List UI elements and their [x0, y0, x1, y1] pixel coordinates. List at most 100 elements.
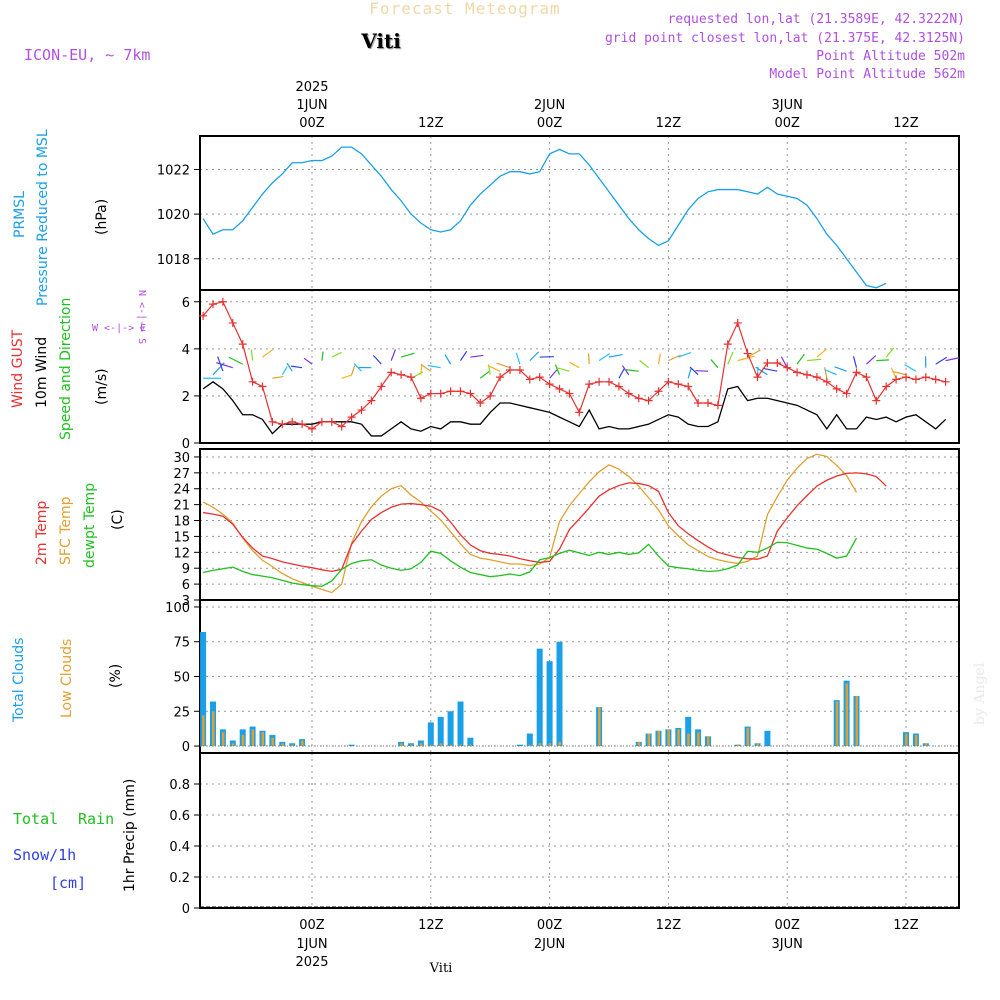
gust-marker [397, 370, 406, 379]
wind-arrow [885, 347, 895, 358]
gust-marker [238, 340, 247, 349]
wind-arrow [216, 362, 233, 369]
low-clouds-label: Low Clouds [59, 639, 75, 718]
gust-marker [278, 420, 287, 429]
low-cloud-bar [924, 743, 928, 747]
bottom-tick-label: 00Z [299, 918, 325, 933]
gust-marker [387, 368, 396, 377]
top-year-label: 2025 [295, 80, 328, 95]
gust-marker [664, 377, 673, 386]
low-cloud-bar [667, 729, 670, 747]
gust-marker [496, 373, 505, 382]
gust-marker [704, 398, 712, 407]
low-cloud-bar [736, 744, 740, 747]
total-cloud-bar [467, 737, 474, 747]
gust-marker [783, 363, 792, 372]
gust-marker [654, 387, 663, 396]
gust-marker [288, 417, 297, 426]
gust-marker [426, 389, 435, 398]
grid-point: grid point closest lon,lat (21.375E, 42.… [605, 31, 965, 46]
gust-marker [605, 377, 613, 386]
low-cloud-bar [687, 733, 690, 747]
wind-arrow [678, 352, 692, 358]
gust-marker [803, 370, 811, 379]
gust-marker [308, 424, 316, 433]
gust-marker [852, 368, 861, 377]
wind-arrow [598, 352, 611, 362]
pressure-unit-label: (hPa) [94, 199, 110, 235]
wind-arrow [639, 360, 649, 369]
total-cloud-bar [685, 716, 692, 747]
compass-ns: N <-|-> S [136, 290, 147, 344]
low-cloud-bar [528, 744, 532, 747]
total-cloud-bar [764, 730, 771, 747]
wind-arrow [668, 354, 681, 362]
ytick-label: 15 [173, 530, 190, 545]
speed-dir-label: Speed and Direction [58, 298, 74, 440]
gust-marker [733, 318, 742, 327]
precip-panel: 0 0.2 0.4 0.6 0.8 [169, 752, 960, 917]
sfc-temp-label: SFC Temp [58, 496, 74, 565]
precip-axis-label: 1hr Precip (mm) [122, 779, 138, 892]
gust-marker [209, 300, 217, 309]
wind-arrow [780, 356, 788, 368]
wind-arrow [618, 368, 625, 379]
top-tick-label: 12Z [893, 116, 919, 131]
low-cloud-bar [301, 740, 304, 747]
wind-arrow [290, 365, 303, 369]
low-cloud-bar [637, 741, 641, 747]
wind-arrow [262, 349, 273, 358]
wind-arrow [420, 364, 423, 375]
bottom-date-label: 1JUN [296, 937, 327, 952]
gust-marker [535, 373, 544, 382]
location-title: Viti [360, 29, 401, 53]
gust-line [202, 301, 946, 430]
low-cloud-bar [400, 743, 403, 747]
requested-point: requested lon,lat (21.3589E, 42.3222N) [668, 12, 965, 27]
gust-marker [921, 373, 930, 382]
wind-arrow [427, 364, 441, 369]
total-cloud-bar [348, 744, 355, 747]
bottom-year-label: 2025 [295, 955, 328, 970]
low-cloud-bar [548, 743, 552, 747]
gust-marker [585, 380, 594, 389]
ytick-label: 1022 [157, 163, 190, 178]
wind-arrow [695, 370, 709, 372]
ytick-label: 30 [173, 451, 190, 466]
gust-marker [416, 394, 425, 403]
low-cloud-bar [855, 695, 858, 747]
temp-unit-label: (C) [110, 509, 126, 530]
total-cloud-bar [536, 648, 543, 747]
ytick-label: 18 [173, 515, 190, 530]
gust-label: Wind GUST [10, 329, 26, 408]
footer-location: Viti [429, 961, 453, 976]
total-cloud-bar [200, 631, 207, 747]
gust-marker [842, 389, 851, 398]
prmsl-label: PRMSL [12, 191, 28, 238]
wind10-label: 10m Wind [34, 337, 50, 408]
gust-marker [753, 373, 762, 382]
gust-marker [614, 382, 623, 391]
top-tick-label: 12Z [656, 116, 682, 131]
ytick-label: 2 [182, 390, 190, 405]
ytick-label: 25 [173, 705, 190, 720]
ytick-label: 0.2 [169, 871, 190, 886]
wind-arrow [824, 369, 837, 376]
gust-marker [743, 349, 752, 358]
bottom-date-label: 3JUN [772, 937, 803, 952]
wind-arrow [303, 357, 313, 365]
low-cloud-bar [558, 741, 561, 747]
low-cloud-bar [905, 733, 908, 747]
gust-marker [832, 384, 841, 393]
gust-marker [407, 373, 415, 382]
ytick-label: 6 [182, 578, 190, 593]
bottom-tick-label: 12Z [656, 918, 682, 933]
wind-arrow [816, 348, 828, 358]
gust-marker [674, 380, 683, 389]
gust-marker [228, 318, 237, 327]
wind-arrow [515, 352, 521, 365]
wind-arrow [762, 367, 778, 372]
wind-arrow [321, 351, 324, 361]
gust-marker [317, 417, 326, 426]
